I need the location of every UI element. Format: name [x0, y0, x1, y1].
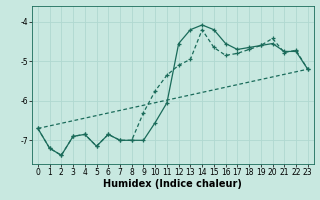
X-axis label: Humidex (Indice chaleur): Humidex (Indice chaleur)	[103, 179, 242, 189]
